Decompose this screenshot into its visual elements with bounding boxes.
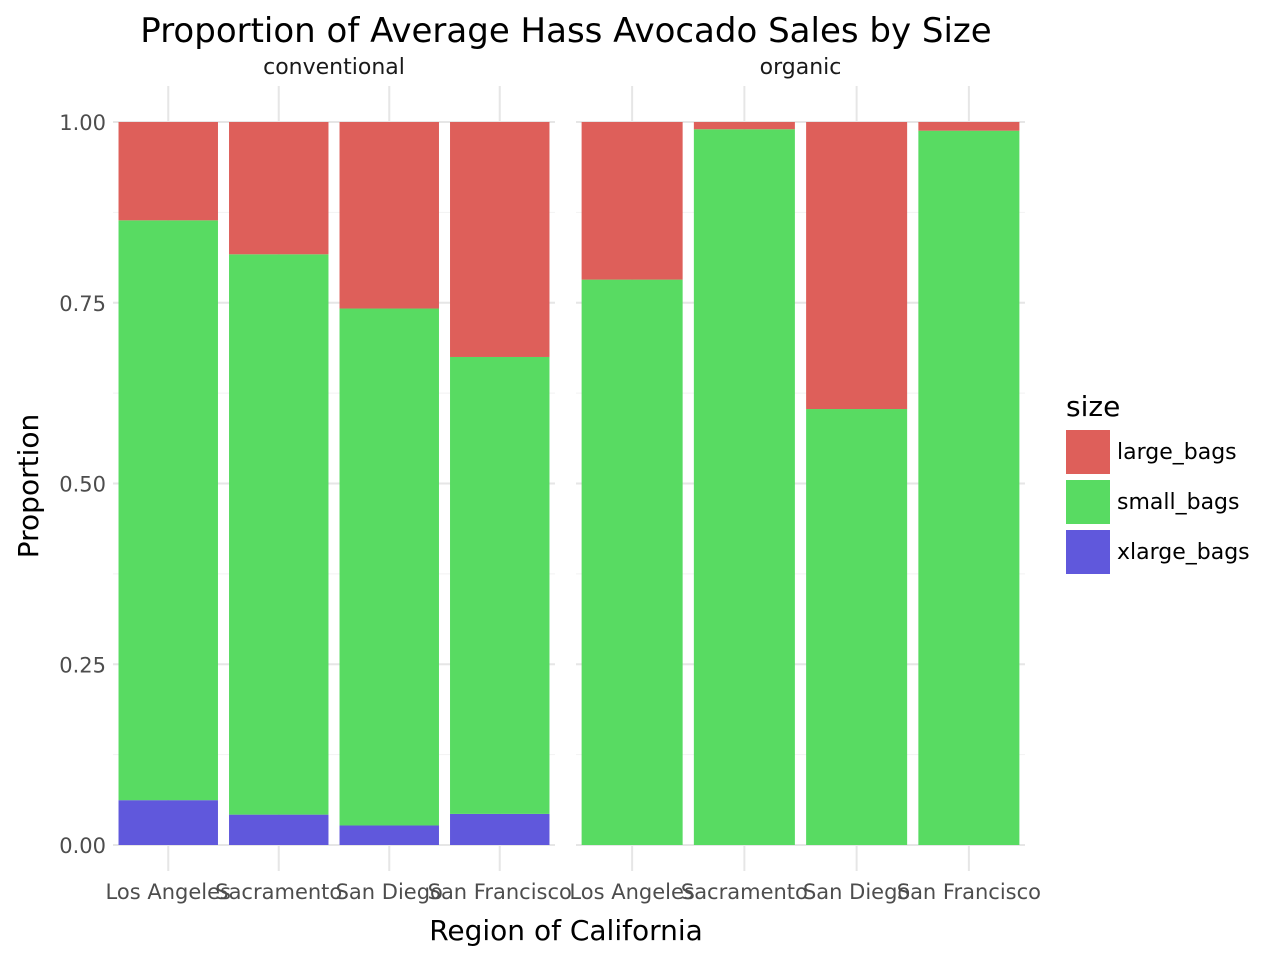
bar-organic-los-angeles-large_bags bbox=[581, 122, 683, 280]
bar-conventional-san-diego-small_bags bbox=[339, 308, 439, 826]
bar-organic-san-diego-large_bags bbox=[806, 122, 908, 410]
bar-conventional-sacramento-large_bags bbox=[229, 122, 329, 255]
legend-key-xlarge_bags bbox=[1066, 530, 1110, 574]
bar-organic-sacramento-small_bags bbox=[693, 129, 795, 846]
legend: size large_bags small_bags xlarge_bags bbox=[1066, 390, 1250, 574]
bar-conventional-sacramento-small_bags bbox=[229, 254, 329, 815]
x-tick-label: San Francisco bbox=[897, 880, 1041, 904]
x-tick-label: Los Angeles bbox=[106, 880, 231, 904]
legend-key-small_bags bbox=[1066, 480, 1110, 524]
bar-conventional-san-francisco-small_bags bbox=[450, 356, 550, 814]
y-tick-label: 0.25 bbox=[59, 653, 106, 677]
bar-organic-los-angeles-small_bags bbox=[581, 279, 683, 845]
x-tick-label: San Francisco bbox=[428, 880, 572, 904]
bar-conventional-san-francisco-large_bags bbox=[450, 122, 550, 357]
legend-title: size bbox=[1066, 390, 1120, 423]
x-tick-label: Sacramento bbox=[215, 880, 342, 904]
bar-organic-sacramento-large_bags bbox=[693, 122, 795, 130]
x-tick-label: San Diego bbox=[803, 880, 910, 904]
legend-label-small_bags: small_bags bbox=[1117, 490, 1239, 515]
legend-key-large_bags bbox=[1066, 430, 1110, 474]
chart-title: Proportion of Average Hass Avocado Sales… bbox=[140, 11, 991, 51]
x-tick-label: Los Angeles bbox=[569, 880, 694, 904]
bar-conventional-los-angeles-small_bags bbox=[118, 220, 218, 801]
facet-label: organic bbox=[760, 55, 842, 80]
x-tick-label: San Diego bbox=[336, 880, 443, 904]
bar-conventional-los-angeles-xlarge_bags bbox=[118, 800, 218, 845]
y-axis-title: Proportion bbox=[12, 414, 45, 558]
x-tick-label: Sacramento bbox=[681, 880, 808, 904]
legend-label-large_bags: large_bags bbox=[1117, 440, 1237, 465]
bar-conventional-san-diego-xlarge_bags bbox=[339, 825, 439, 845]
y-tick-label: 0.00 bbox=[59, 834, 106, 858]
bar-conventional-los-angeles-large_bags bbox=[118, 122, 218, 221]
y-tick-label: 0.50 bbox=[59, 473, 106, 497]
bar-conventional-sacramento-xlarge_bags bbox=[229, 814, 329, 845]
bar-organic-san-diego-small_bags bbox=[806, 409, 908, 845]
y-tick-label: 0.75 bbox=[59, 292, 106, 316]
facet-label: conventional bbox=[263, 55, 405, 80]
legend-label-xlarge_bags: xlarge_bags bbox=[1117, 540, 1250, 565]
bar-organic-san-francisco-small_bags bbox=[918, 130, 1020, 845]
bar-organic-san-francisco-large_bags bbox=[918, 122, 1020, 131]
bar-conventional-san-diego-large_bags bbox=[339, 122, 439, 309]
x-axis-title: Region of California bbox=[429, 914, 703, 947]
y-tick-label: 1.00 bbox=[59, 111, 106, 135]
bar-conventional-san-francisco-xlarge_bags bbox=[450, 813, 550, 845]
